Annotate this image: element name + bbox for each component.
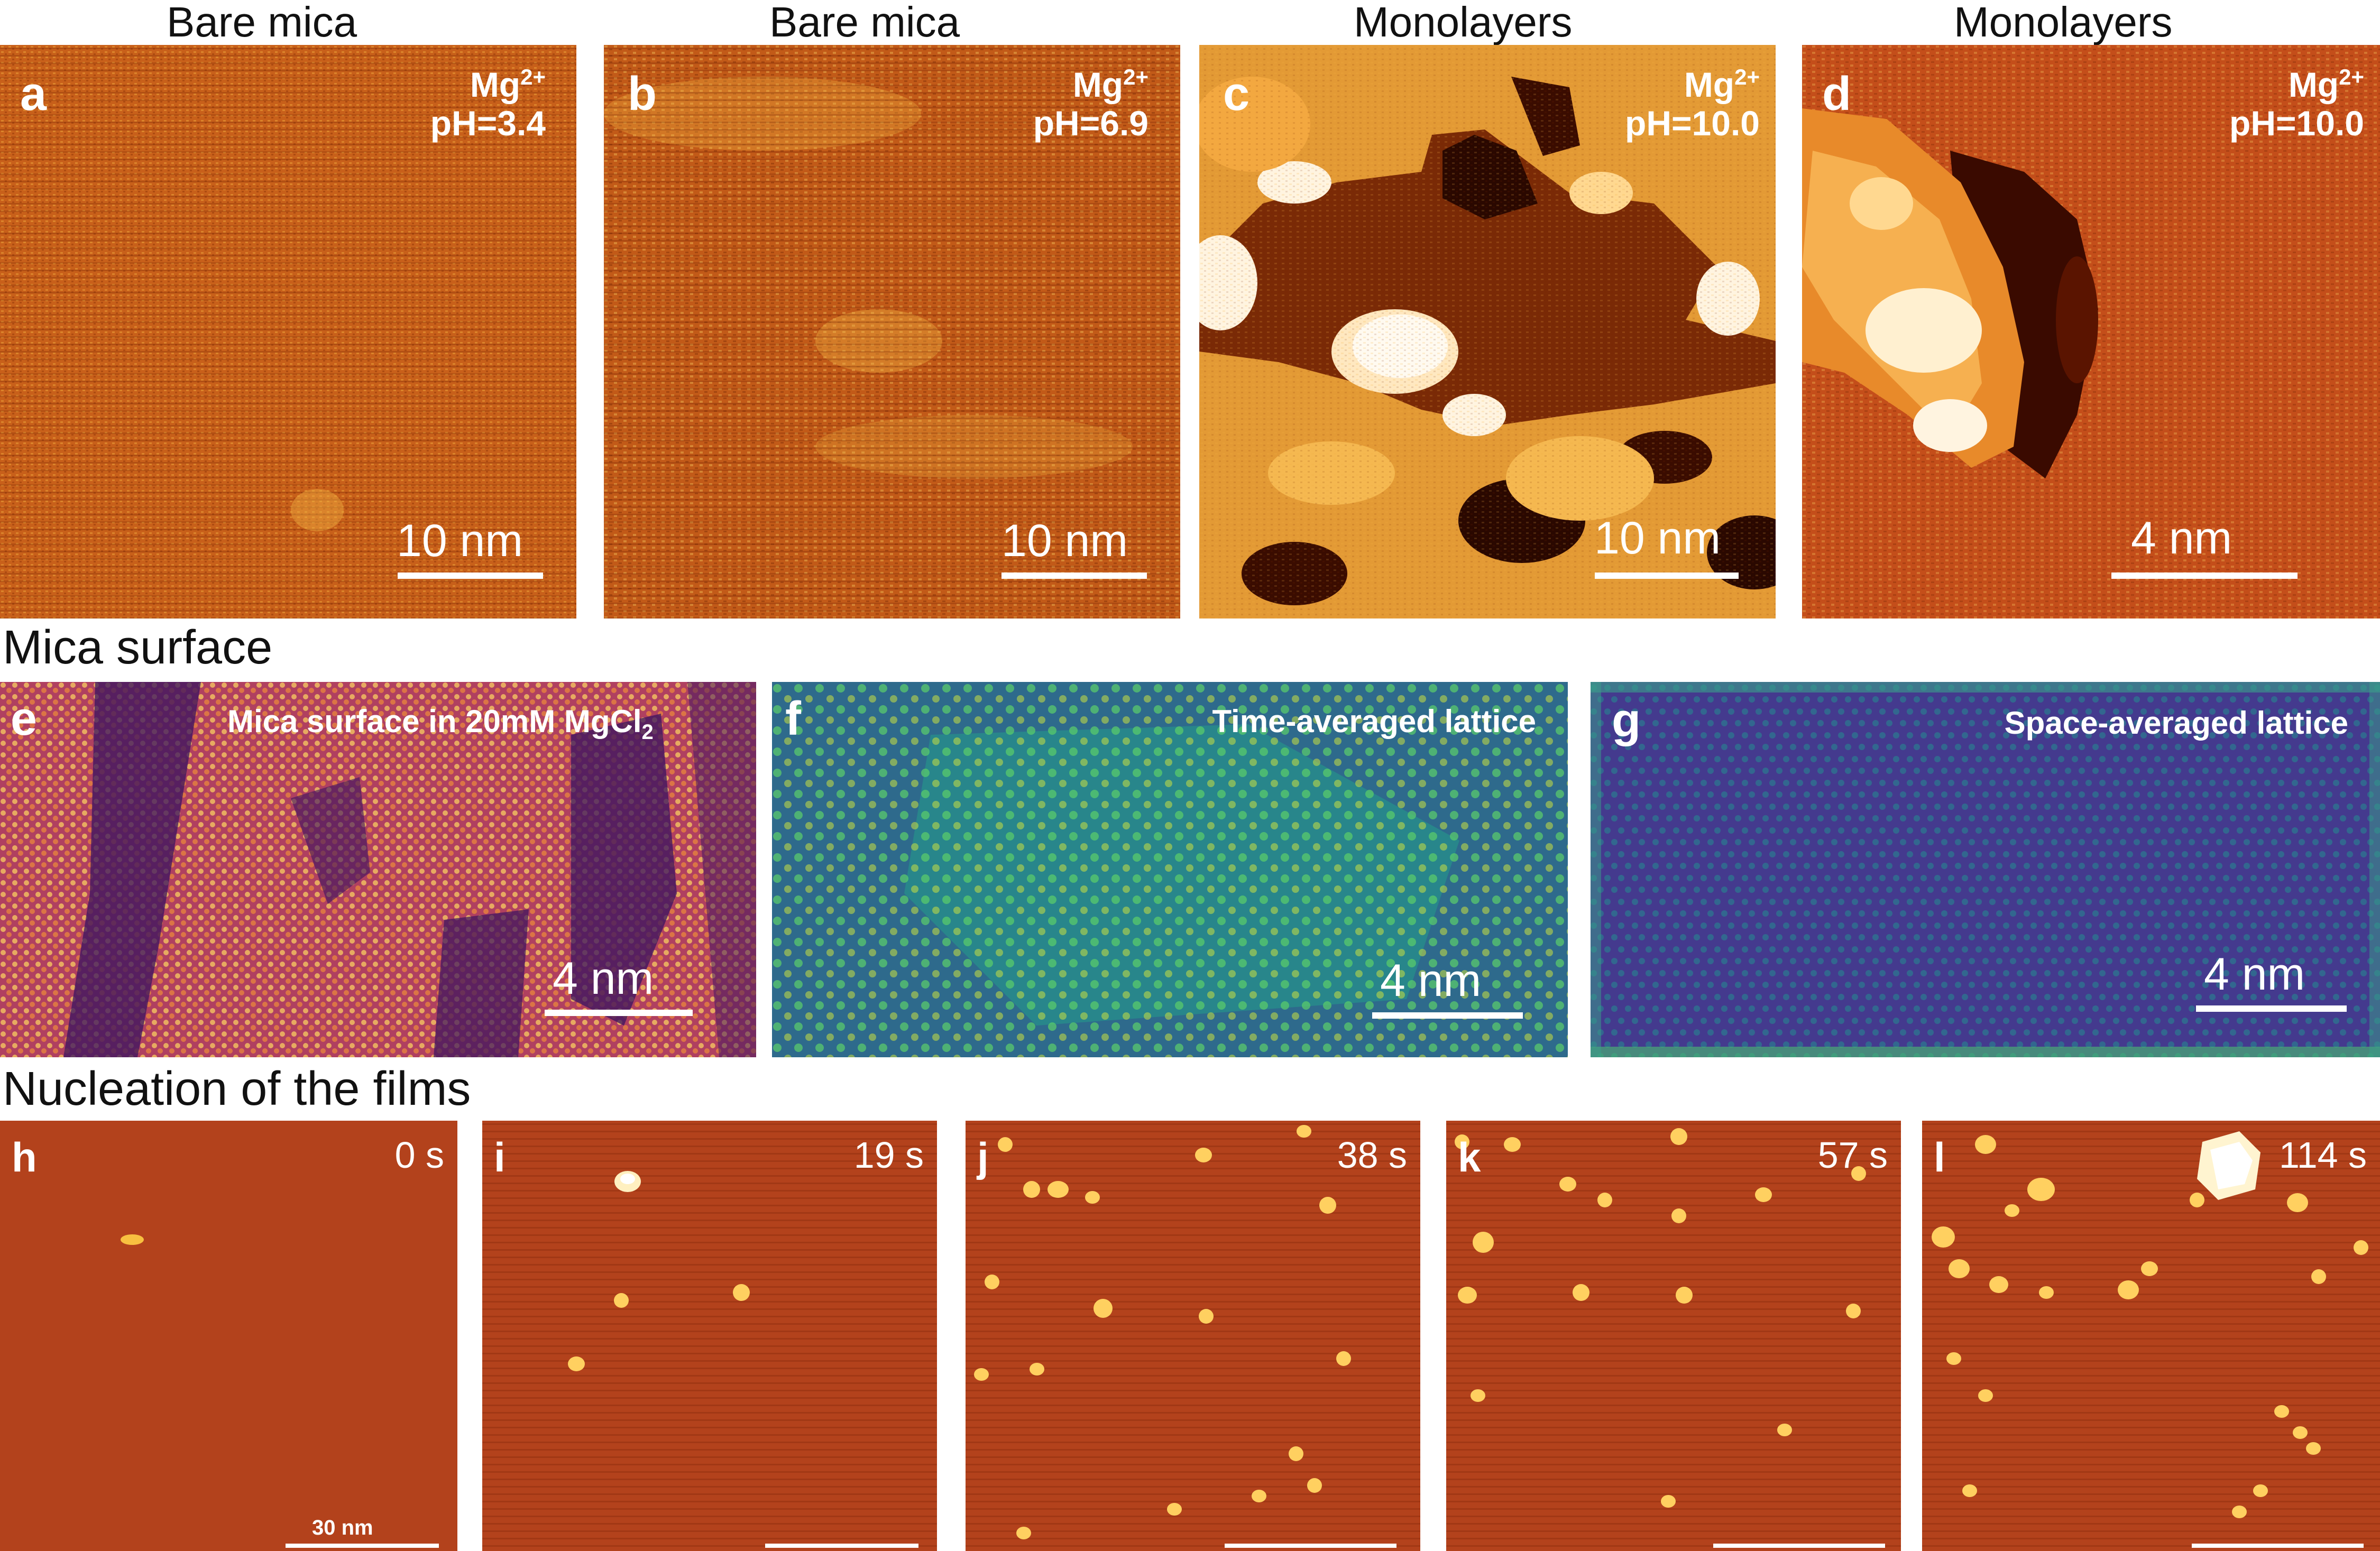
ph-value: pH=10.0 — [1625, 103, 1760, 143]
panel-h-time: 0 s — [394, 1134, 444, 1176]
panel-a-scale-label: 10 nm — [397, 515, 523, 566]
panel-d-label: d — [1822, 68, 1851, 121]
mica-surface-title: Mica surface — [3, 621, 273, 674]
ion-charge: 2+ — [520, 64, 546, 89]
panel-l-time: 114 s — [2278, 1134, 2367, 1176]
panel-g-scale-label: 4 nm — [2204, 949, 2305, 1000]
caption-text: Space-averaged lattice — [2004, 705, 2348, 741]
afm-panel-e: e Mica surface in 20mM MgCl2 4 nm — [0, 682, 756, 1057]
ion-charge: 2+ — [1734, 64, 1760, 89]
ph-value: pH=10.0 — [2229, 103, 2364, 143]
panel-b-scale-bar — [1001, 573, 1147, 579]
panel-b-condition: Mg2+ pH=6.9 — [1033, 64, 1148, 143]
panel-i-scale-bar — [765, 1544, 918, 1548]
panel-h-scale-bar — [286, 1544, 439, 1548]
afm-panel-i: i 19 s — [482, 1121, 937, 1551]
panel-f-caption: Time-averaged lattice — [1212, 706, 1536, 737]
panel-k-label: k — [1458, 1134, 1481, 1180]
afm-panel-g: g Space-averaged lattice 4 nm — [1591, 682, 2380, 1057]
panel-j-label: j — [977, 1134, 989, 1180]
panel-b-title: Bare mica — [769, 0, 960, 45]
panel-d-scale-bar — [2111, 573, 2298, 579]
panel-d-title: Monolayers — [1954, 0, 2173, 45]
afm-panel-c: c Mg2+ pH=10.0 10 nm — [1199, 45, 1776, 618]
ion-symbol: Mg — [1072, 65, 1124, 104]
panel-e-caption: Mica surface in 20mM MgCl2 — [227, 706, 654, 743]
ion-charge: 2+ — [1123, 64, 1148, 89]
panel-b-label: b — [628, 68, 657, 121]
panel-a-condition: Mg2+ pH=3.4 — [430, 64, 546, 143]
afm-panel-d: d Mg2+ pH=10.0 4 nm — [1802, 45, 2380, 618]
panel-l-scale-bar — [2192, 1544, 2364, 1548]
ion-symbol: Mg — [2288, 65, 2339, 104]
panel-h-label: h — [12, 1134, 37, 1180]
afm-panel-f: f Time-averaged lattice 4 nm — [772, 682, 1568, 1057]
caption-subscript: 2 — [641, 721, 654, 744]
panel-f-label: f — [785, 693, 801, 745]
ph-value: pH=6.9 — [1033, 103, 1148, 143]
panel-f-scale-bar — [1372, 1012, 1523, 1019]
ion-symbol: Mg — [470, 65, 521, 104]
caption-text: Mica surface in 20mM MgCl — [227, 704, 642, 739]
panel-d-condition: Mg2+ pH=10.0 — [2229, 64, 2364, 143]
ion-charge: 2+ — [2339, 64, 2364, 89]
afm-panel-l: l 114 s — [1922, 1121, 2380, 1551]
panel-c-condition: Mg2+ pH=10.0 — [1625, 64, 1760, 143]
afm-panel-k: k 57 s — [1446, 1121, 1901, 1551]
panel-j-scale-bar — [1225, 1544, 1396, 1548]
afm-panel-a: a Mg2+ pH=3.4 10 nm — [0, 45, 576, 618]
panel-g-label: g — [1612, 694, 1641, 747]
panel-k-time: 57 s — [1817, 1134, 1888, 1176]
panel-j-time: 38 s — [1337, 1134, 1407, 1176]
panel-e-label: e — [11, 693, 38, 745]
nucleation-title: Nucleation of the films — [3, 1063, 471, 1115]
panel-c-scale-bar — [1595, 573, 1739, 579]
panel-e-scale-bar — [545, 1010, 693, 1016]
panel-g-scale-bar — [2196, 1005, 2347, 1012]
afm-panel-h: h 0 s 30 nm — [0, 1121, 457, 1551]
panel-i-label: i — [494, 1134, 506, 1180]
panel-d-scale-label: 4 nm — [2131, 513, 2232, 564]
ion-symbol: Mg — [1684, 65, 1735, 104]
panel-g-caption: Space-averaged lattice — [2005, 707, 2348, 739]
afm-panel-b: b Mg2+ pH=6.9 10 nm — [604, 45, 1180, 618]
panel-e-scale-label: 4 nm — [553, 953, 654, 1004]
panel-c-scale-label: 10 nm — [1594, 513, 1721, 564]
panel-h-scale-label: 30 nm — [312, 1516, 373, 1539]
panel-l-label: l — [1934, 1134, 1945, 1180]
panel-a-title: Bare mica — [167, 0, 357, 45]
caption-text: Time-averaged lattice — [1212, 704, 1536, 739]
panel-c-label: c — [1223, 68, 1250, 121]
panel-c-title: Monolayers — [1354, 0, 1573, 45]
panel-a-label: a — [20, 68, 47, 121]
panel-i-time: 19 s — [853, 1134, 924, 1176]
panel-f-scale-label: 4 nm — [1380, 955, 1482, 1006]
panel-b-scale-label: 10 nm — [1001, 515, 1128, 566]
ph-value: pH=3.4 — [430, 103, 546, 143]
panel-a-scale-bar — [398, 573, 543, 579]
panel-k-scale-bar — [1713, 1544, 1885, 1548]
afm-panel-j: j 38 s — [966, 1121, 1420, 1551]
